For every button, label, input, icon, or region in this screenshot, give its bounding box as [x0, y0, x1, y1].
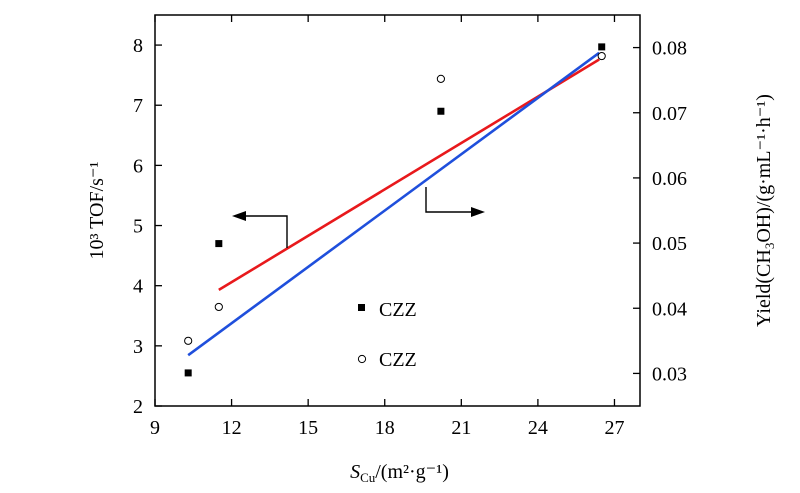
tof-point: [598, 43, 606, 51]
y-right-axis-label: Yield(CH3OH)/(g·mL⁻¹·h⁻¹): [753, 94, 777, 327]
y-right-tick-label: 0.05: [652, 233, 687, 255]
y-right-tick-label: 0.07: [652, 103, 687, 125]
tof-point: [184, 369, 192, 377]
legend-label-squares: CZZ: [379, 299, 417, 321]
x-tick-label: 15: [298, 417, 318, 439]
right-arrow-head: [471, 207, 485, 217]
y-right-tick-label: 0.03: [652, 363, 687, 385]
tof-point: [215, 240, 223, 248]
x-axis-label: SCu/(m²·g⁻¹): [350, 461, 449, 485]
left-arrow-line: [236, 215, 288, 248]
y-left-tick-label: 2: [133, 396, 143, 418]
y-left-tick-label: 6: [133, 155, 143, 177]
legend-square-marker: [358, 304, 365, 311]
x-tick-label: 12: [222, 417, 242, 439]
plot-frame: [154, 14, 641, 407]
x-tick-label: 21: [451, 417, 471, 439]
legend-circle-marker: [357, 354, 367, 364]
y-left-tick-label: 5: [133, 216, 143, 238]
left-arrow-head: [232, 211, 246, 221]
y-left-tick-label: 3: [133, 336, 143, 358]
x-tick-label: 24: [528, 417, 548, 439]
x-tick-label: 9: [150, 417, 160, 439]
y-right-tick-label: 0.06: [652, 168, 687, 190]
plot-layer: 9 12 15 18 21 24 27 2 3 4 5 6 7 8 0.03 0.04 0.05 0.06 0.07…: [86, 14, 777, 485]
tof-point: [437, 107, 445, 115]
yield-point: [436, 74, 445, 83]
y-right-tick-label: 0.08: [652, 38, 687, 60]
legend-label-circles: CZZ: [379, 349, 417, 371]
y-right-tick-label: 0.04: [652, 298, 687, 320]
x-tick-label: 18: [375, 417, 395, 439]
yield-fit-line: [187, 51, 600, 357]
y-left-tick-label: 7: [133, 95, 143, 117]
yield-point: [597, 51, 606, 61]
right-arrow-line: [425, 187, 478, 213]
y-left-tick-label: 4: [133, 276, 143, 298]
y-left-axis-label: 10³ TOF/s⁻¹: [86, 162, 108, 260]
x-tick-label: 27: [604, 417, 624, 439]
yield-point: [184, 336, 193, 345]
yield-point: [214, 302, 223, 312]
y-left-tick-label: 8: [133, 35, 143, 57]
